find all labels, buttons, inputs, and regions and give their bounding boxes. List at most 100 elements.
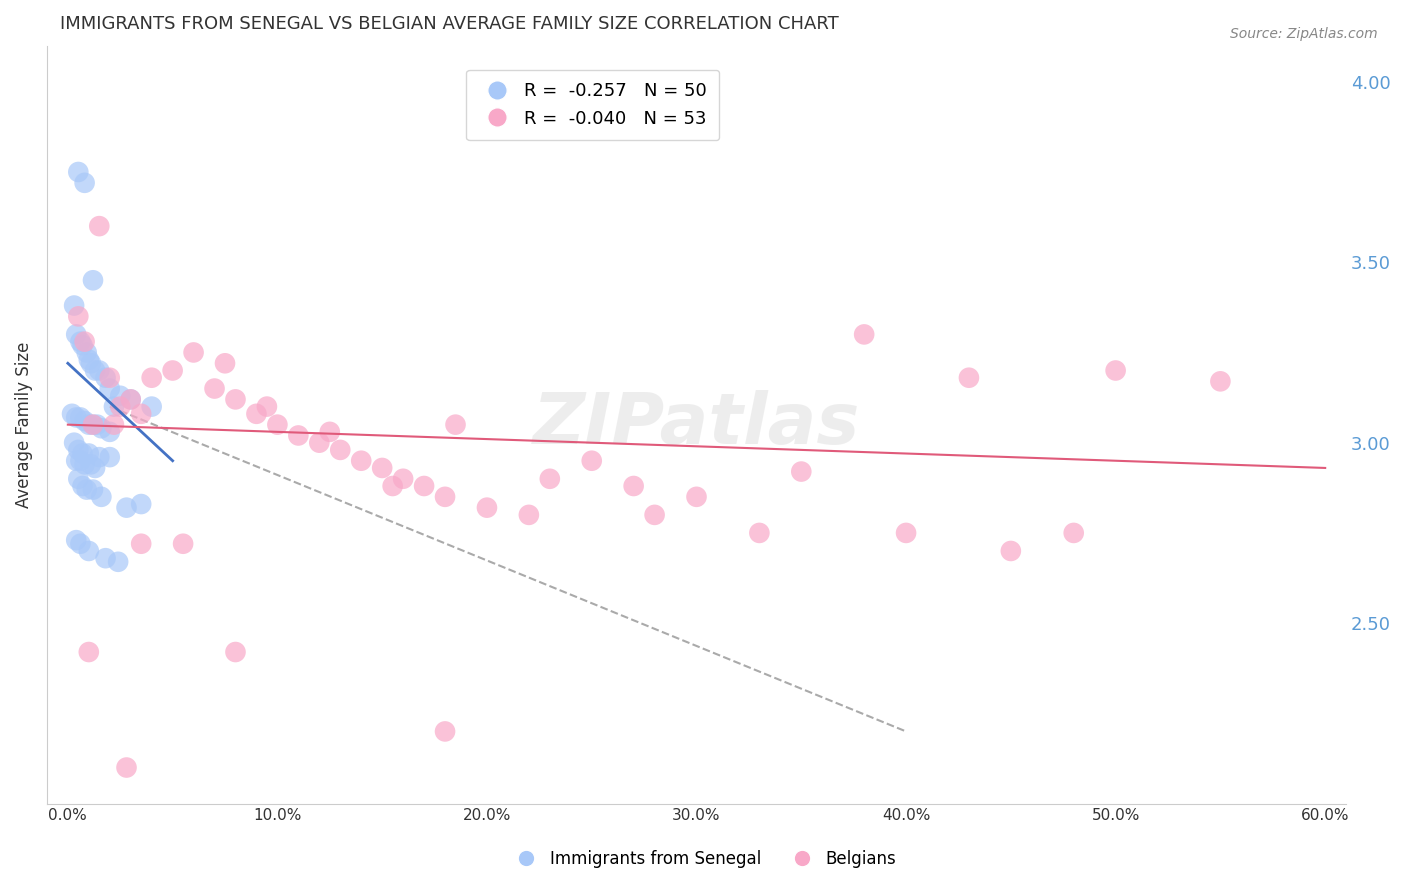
- Point: [129, 537, 152, 551]
- Point: [72, 446, 94, 460]
- Point: [73, 334, 96, 349]
- Point: [957, 370, 980, 384]
- Point: [76, 483, 98, 497]
- Point: [329, 442, 352, 457]
- Point: [115, 760, 138, 774]
- Point: [86, 417, 108, 432]
- Point: [84, 461, 107, 475]
- Point: [89, 450, 111, 464]
- Point: [63, 299, 86, 313]
- Point: [110, 389, 132, 403]
- Point: [63, 435, 86, 450]
- Point: [65, 533, 87, 548]
- Point: [90, 421, 112, 435]
- Point: [77, 645, 100, 659]
- Point: [475, 500, 498, 515]
- Point: [80, 356, 103, 370]
- Point: [538, 472, 561, 486]
- Point: [103, 417, 125, 432]
- Point: [371, 461, 394, 475]
- Point: [72, 479, 94, 493]
- Point: [150, 832, 173, 847]
- Point: [162, 363, 184, 377]
- Legend: Immigrants from Senegal, Belgians: Immigrants from Senegal, Belgians: [503, 844, 903, 875]
- Point: [103, 400, 125, 414]
- Point: [434, 724, 457, 739]
- Point: [60, 407, 83, 421]
- Point: [894, 525, 917, 540]
- Point: [256, 400, 278, 414]
- Y-axis label: Average Family Size: Average Family Size: [15, 342, 32, 508]
- Point: [120, 392, 142, 407]
- Point: [1209, 375, 1232, 389]
- Point: [69, 454, 91, 468]
- Point: [77, 544, 100, 558]
- Point: [224, 645, 246, 659]
- Point: [73, 176, 96, 190]
- Point: [115, 500, 138, 515]
- Point: [172, 537, 194, 551]
- Point: [1000, 544, 1022, 558]
- Point: [98, 450, 121, 464]
- Point: [141, 370, 163, 384]
- Point: [120, 392, 142, 407]
- Point: [748, 525, 770, 540]
- Point: [69, 334, 91, 349]
- Point: [204, 382, 226, 396]
- Point: [350, 454, 373, 468]
- Point: [98, 370, 121, 384]
- Text: IMMIGRANTS FROM SENEGAL VS BELGIAN AVERAGE FAMILY SIZE CORRELATION CHART: IMMIGRANTS FROM SENEGAL VS BELGIAN AVERA…: [60, 15, 838, 33]
- Point: [90, 490, 112, 504]
- Point: [1063, 525, 1085, 540]
- Point: [67, 472, 90, 486]
- Point: [308, 832, 330, 847]
- Point: [89, 363, 111, 377]
- Point: [129, 407, 152, 421]
- Point: [76, 345, 98, 359]
- Point: [853, 327, 876, 342]
- Point: [80, 458, 103, 472]
- Point: [77, 352, 100, 367]
- Point: [308, 435, 330, 450]
- Point: [266, 417, 288, 432]
- Point: [67, 442, 90, 457]
- Point: [72, 338, 94, 352]
- Point: [129, 497, 152, 511]
- Point: [82, 273, 104, 287]
- Point: [82, 483, 104, 497]
- Point: [73, 414, 96, 428]
- Point: [82, 417, 104, 432]
- Legend: R =  -0.257   N = 50, R =  -0.040   N = 53: R = -0.257 N = 50, R = -0.040 N = 53: [465, 70, 718, 140]
- Point: [434, 490, 457, 504]
- Point: [98, 425, 121, 439]
- Point: [69, 410, 91, 425]
- Point: [224, 392, 246, 407]
- Point: [94, 370, 117, 384]
- Point: [65, 410, 87, 425]
- Point: [1104, 363, 1126, 377]
- Point: [623, 479, 645, 493]
- Point: [319, 425, 342, 439]
- Point: [183, 345, 205, 359]
- Point: [413, 479, 436, 493]
- Point: [84, 363, 107, 377]
- Point: [67, 165, 90, 179]
- Point: [73, 458, 96, 472]
- Point: [381, 479, 404, 493]
- Point: [69, 537, 91, 551]
- Point: [110, 400, 132, 414]
- Point: [67, 310, 90, 324]
- Text: ZIPatlas: ZIPatlas: [533, 390, 860, 459]
- Point: [107, 555, 129, 569]
- Point: [214, 356, 236, 370]
- Point: [685, 490, 707, 504]
- Point: [287, 428, 309, 442]
- Point: [77, 417, 100, 432]
- Point: [581, 454, 603, 468]
- Point: [65, 327, 87, 342]
- Point: [790, 465, 813, 479]
- Point: [89, 219, 111, 234]
- Point: [245, 407, 267, 421]
- Point: [77, 446, 100, 460]
- Point: [444, 417, 467, 432]
